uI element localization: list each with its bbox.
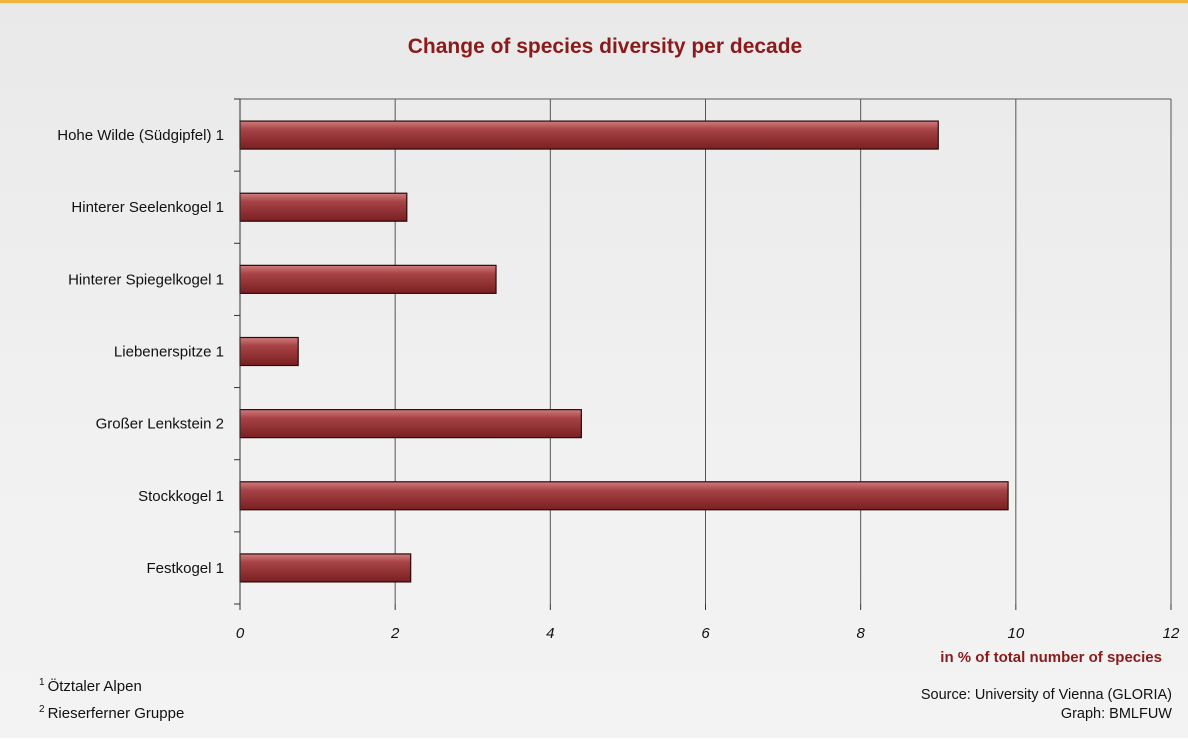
category-label-5: Stockkogel 1 xyxy=(138,488,224,505)
bar-5 xyxy=(239,481,1009,511)
labels: 0 2 4 6 8 10 12 Hohe Wilde (Südgipfel) 1 Hintere… xyxy=(57,127,1180,642)
bar-4 xyxy=(239,409,582,439)
bar-3 xyxy=(239,336,299,367)
x-tick-label-12: 12 xyxy=(1163,625,1180,642)
footnote-1-marker: 1 xyxy=(39,677,45,688)
x-tick-label-2: 2 xyxy=(390,625,400,642)
footnote-2: 2 Rieserferner Gruppe xyxy=(39,698,184,725)
footnote-1-text: Ötztaler Alpen xyxy=(47,678,142,695)
bars xyxy=(239,120,1009,583)
bar-2 xyxy=(239,264,497,294)
x-tick-label-10: 10 xyxy=(1007,625,1024,642)
category-label-2: Hinterer Spiegelkogel 1 xyxy=(68,271,224,288)
footnote-2-marker: 2 xyxy=(39,704,45,715)
category-label-4: Großer Lenkstein 2 xyxy=(96,416,224,433)
x-tick-label-6: 6 xyxy=(701,625,710,642)
footnotes: 1 Ötztaler Alpen 2 Rieserferner Gruppe xyxy=(39,671,184,725)
source-credit: Source: University of Vienna (GLORIA) xyxy=(920,687,1172,703)
x-tick-label-0: 0 xyxy=(236,625,245,642)
x-axis-title: in % of total number of species xyxy=(940,649,1162,666)
graph-credit: Graph: BMLFUW xyxy=(1060,706,1172,722)
category-label-0: Hohe Wilde (Südgipfel) 1 xyxy=(57,127,224,144)
x-tick-label-4: 4 xyxy=(546,625,554,642)
category-label-6: Festkogel 1 xyxy=(146,560,224,577)
bar-1 xyxy=(239,192,408,222)
bar-0 xyxy=(239,120,939,150)
chart-title: Change of species diversity per decade xyxy=(407,35,803,58)
footnote-2-text: Rieserferner Gruppe xyxy=(47,705,185,722)
x-tick-label-8: 8 xyxy=(856,625,865,642)
category-label-3: Liebenerspitze 1 xyxy=(114,344,224,361)
bar-chart: 0 2 4 6 8 10 12 Hohe Wilde (Südgipfel) 1 Hintere… xyxy=(57,98,1180,642)
gridlines xyxy=(394,99,1172,604)
bar-6 xyxy=(239,553,412,583)
category-label-1: Hinterer Seelenkogel 1 xyxy=(71,199,224,216)
footnote-1: 1 Ötztaler Alpen xyxy=(39,671,184,698)
axes xyxy=(234,98,1172,610)
